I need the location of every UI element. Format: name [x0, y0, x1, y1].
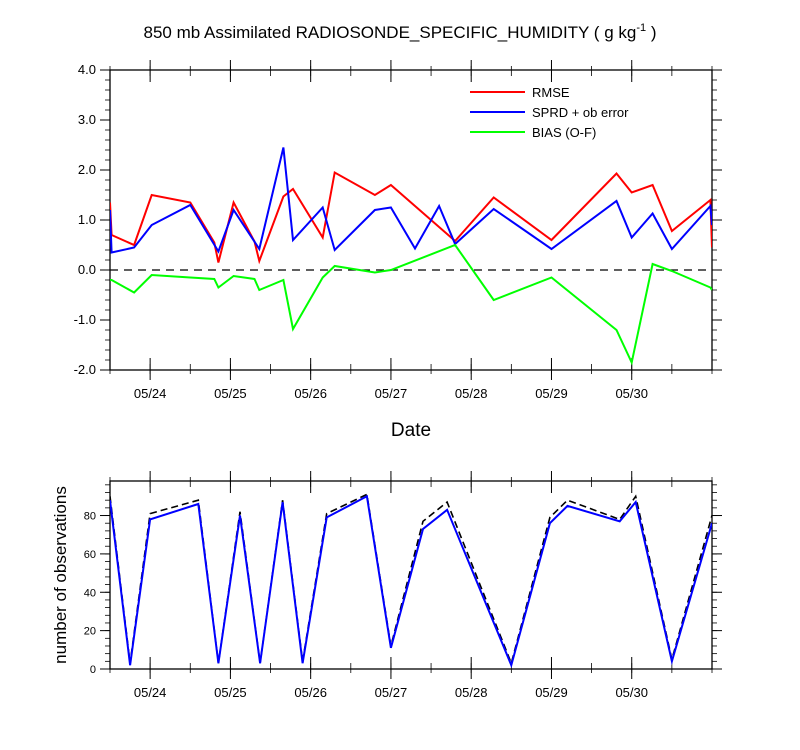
- chart-1-y-tick-label: 4.0: [78, 62, 96, 77]
- chart-2-series-used-line: [110, 494, 712, 669]
- title-superscript: -1: [636, 22, 647, 34]
- chart-title: 850 mb Assimilated RADIOSONDE_SPECIFIC_H…: [0, 22, 800, 43]
- title-main: 850 mb Assimilated RADIOSONDE_SPECIFIC_H…: [143, 23, 637, 42]
- chart-1-y-tick-label: -1.0: [74, 312, 96, 327]
- chart-1-series-sprd-ob-error-line: [110, 147, 712, 254]
- chart-1-x-tick-label: 05/29: [535, 386, 568, 401]
- chart-2-x-tick-label: 05/24: [134, 685, 167, 700]
- chart-1-y-tick-label: 3.0: [78, 112, 96, 127]
- chart-2-y-tick-label: 0: [90, 664, 96, 676]
- chart-1-x-tick-label: 05/24: [134, 386, 167, 401]
- chart-2-y-axis-label: number of observations: [51, 486, 70, 664]
- chart-2-x-tick-label: 05/28: [455, 685, 488, 700]
- chart-1-y-tick-label: 0.0: [78, 262, 96, 277]
- chart-2-x-tick-label: 05/25: [214, 685, 247, 700]
- chart-2-x-tick-label: 05/27: [375, 685, 408, 700]
- chart-2-plot-frame: [109, 480, 713, 670]
- chart-2-y-tick-label: 80: [84, 511, 96, 523]
- chart-1-y-tick-label: -2.0: [74, 362, 96, 377]
- chart-1-legend-label-1: RMSE: [532, 85, 570, 100]
- chart-2-x-tick-label: 05/30: [615, 685, 648, 700]
- chart-1-x-tick-label: 05/28: [455, 386, 488, 401]
- chart-2-y-tick-label: 20: [84, 626, 96, 638]
- chart-2-x-tick-label: 05/29: [535, 685, 568, 700]
- chart-1-x-tick-label: 05/25: [214, 386, 247, 401]
- chart-1-x-tick-label: 05/30: [615, 386, 648, 401]
- chart-1-y-tick-label: 2.0: [78, 162, 96, 177]
- chart-2-y-tick-label: 40: [84, 587, 96, 599]
- chart-2-x-tick-label: 05/26: [294, 685, 327, 700]
- chart-1-x-tick-label: 05/26: [294, 386, 327, 401]
- chart-2-y-tick-label: 60: [84, 549, 96, 561]
- chart-1-series-rmse-line: [110, 170, 712, 265]
- chart-1-legend-label-2: SPRD + ob error: [532, 105, 629, 120]
- chart-1-x-tick-label: 05/27: [375, 386, 408, 401]
- chart-1-legend-label-3: BIAS (O-F): [532, 125, 596, 140]
- chart-1-y-tick-label: 1.0: [78, 212, 96, 227]
- chart-1-x-axis-label: Date: [391, 420, 431, 441]
- chart-1-series-bias-o-f-line: [110, 243, 712, 366]
- title-end: ): [646, 23, 657, 42]
